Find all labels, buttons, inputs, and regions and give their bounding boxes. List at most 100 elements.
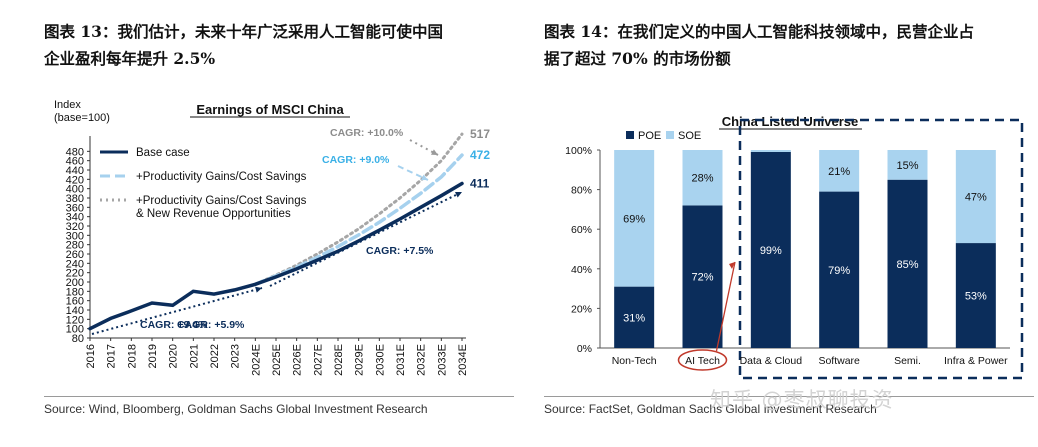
ai-tech-highlight-circle	[677, 349, 728, 371]
end-value-label: 517	[470, 127, 490, 141]
x-tick-label: 2028E	[333, 344, 345, 376]
x-tick-label: 2034E	[457, 344, 469, 376]
bar-poe-2	[750, 151, 791, 348]
x-tick-label: 2033E	[436, 344, 448, 376]
watermark: 知乎 @枣叔聊投资	[710, 388, 894, 412]
x-tick-label: 2018	[126, 344, 138, 368]
bar-soe-2	[750, 150, 791, 152]
y-tick-label: 80%	[571, 185, 592, 197]
right-source-divider	[544, 396, 1034, 397]
bar-label-poe: 79%	[828, 265, 850, 277]
right-panel: 图表 14：在我们定义的中国人工智能科技领域中，民营企业占 据了超过 70% 的…	[530, 0, 1038, 447]
left-panel: 图表 13：我们估计，未来十年广泛采用人工智能可使中国 企业盈利每年提升 2.5…	[44, 22, 514, 416]
left-source-divider	[44, 396, 514, 397]
bar-poe-3	[819, 191, 860, 348]
x-tick-label: 2024E	[250, 344, 262, 376]
bar-chart-title: China Listed Universe	[722, 114, 859, 129]
y-tick-label: 340	[66, 212, 84, 224]
x-tick-label: 2022	[209, 344, 221, 368]
y-tick-label: 100	[66, 324, 84, 336]
x-tick-label: 2021	[188, 344, 200, 368]
x-tick-label: 2017	[106, 344, 118, 368]
y-tick-label: 460	[66, 156, 84, 168]
x-tick-label: 2026E	[292, 344, 304, 376]
legend-swatch-poe	[626, 131, 634, 139]
cagr-arrow-line	[91, 287, 263, 335]
bar-label-poe: 72%	[691, 272, 713, 284]
end-value-label: 411	[470, 177, 490, 191]
y-tick-label: 280	[66, 240, 84, 252]
y-axis-label: Index (base=100)	[54, 99, 110, 124]
x-category-label: AI Tech	[685, 355, 720, 367]
bar-label-poe: 53%	[965, 291, 987, 303]
y-tick-label: 300	[66, 230, 84, 242]
y-tick-label: 440	[66, 165, 84, 177]
bar-soe-5	[955, 150, 996, 244]
left-figure-title: 图表 13：我们估计，未来十年广泛采用人工智能可使中国 企业盈利每年提升 2.5…	[44, 22, 443, 68]
x-tick-label: 2027E	[312, 344, 324, 376]
y-tick-label: 320	[66, 221, 84, 233]
legend-entry: +Productivity Gains/Cost Savings	[136, 171, 307, 183]
y-tick-label: 400	[66, 184, 84, 196]
y-tick-label: 40%	[571, 264, 592, 276]
x-tick-label: 2023	[230, 344, 242, 368]
bar-soe-3	[819, 150, 860, 192]
cagr-arrow-head	[431, 149, 438, 155]
x-tick-label: 2029E	[354, 344, 366, 376]
right-source: Source: FactSet, Goldman Sachs Global In…	[544, 402, 877, 416]
cagr-arrow-head	[455, 192, 462, 198]
y-tick-label: 240	[66, 258, 84, 270]
x-tick-label: 2031E	[395, 344, 407, 376]
x-tick-label: 2020	[168, 344, 180, 368]
cagr-arrow-line	[269, 191, 463, 287]
line-chart-title: Earnings of MSCI China	[196, 102, 344, 117]
bar-soe-4	[887, 150, 928, 180]
bar-soe-0	[614, 150, 655, 287]
y-tick-label: 120	[66, 314, 84, 326]
left-source: Source: Wind, Bloomberg, Goldman Sachs G…	[44, 402, 428, 416]
x-category-label: Data & Cloud	[740, 355, 803, 367]
y-tick-label: 480	[66, 146, 84, 158]
x-tick-label: 2032E	[416, 344, 428, 376]
y-tick-label: 0%	[577, 343, 592, 355]
y-tick-label: 180	[66, 286, 84, 298]
y-tick-label: 420	[66, 174, 84, 186]
y-tick-label: 160	[66, 296, 84, 308]
legend-swatch-soe	[666, 131, 674, 139]
y-tick-label: 140	[66, 305, 84, 317]
right-figure-title: 图表 14：在我们定义的中国人工智能科技领域中，民营企业占 据了超过 70% 的…	[544, 22, 974, 68]
stacked-bar-chart: China Listed Universe POE SOE 0% 20% 40% 60% 80…	[565, 114, 1024, 380]
cagr-arrow-line	[397, 165, 429, 181]
bar-label-soe: 21%	[828, 166, 850, 178]
cagr-annotation: CAGR: +5.9%	[177, 319, 245, 331]
y-tick-label: 100%	[565, 145, 592, 157]
x-tick-label: 2025E	[271, 344, 283, 376]
y-tick-label: 20%	[571, 303, 592, 315]
cagr-annotation: CAGR: +7.5%	[366, 245, 434, 257]
cagr-annotation: CAGR: +9.4%	[140, 319, 208, 331]
bar-poe-0	[614, 286, 655, 348]
x-tick-label: 2030E	[374, 344, 386, 376]
bar-label-poe: 31%	[623, 312, 645, 324]
y-tick-label: 260	[66, 249, 84, 261]
y-tick-label: 360	[66, 202, 84, 214]
cagr-arrow-head	[421, 174, 428, 181]
y-tick-label: 380	[66, 193, 84, 205]
legend-entry: +Productivity Gains/Cost Savings & New Re…	[136, 195, 307, 220]
cagr-annotation: CAGR: +9.0%	[322, 154, 390, 166]
cagr-arrow-head	[255, 286, 262, 293]
listed-universe-highlight-box	[738, 118, 1024, 380]
legend-entry: Base case	[136, 147, 190, 159]
x-category-label: Infra & Power	[944, 355, 1008, 367]
x-category-label: Semi.	[894, 355, 921, 367]
series-line-0	[88, 181, 464, 331]
bar-label-poe: 99%	[760, 245, 782, 257]
cagr-annotation: CAGR: +10.0%	[330, 127, 404, 139]
y-tick-label: 200	[66, 277, 84, 289]
legend-entry: SOE	[678, 130, 701, 142]
bar-poe-1	[682, 205, 723, 348]
bar-soe-1	[682, 150, 723, 206]
bar-label-soe: 69%	[623, 213, 645, 225]
y-tick-label: 60%	[571, 224, 592, 236]
